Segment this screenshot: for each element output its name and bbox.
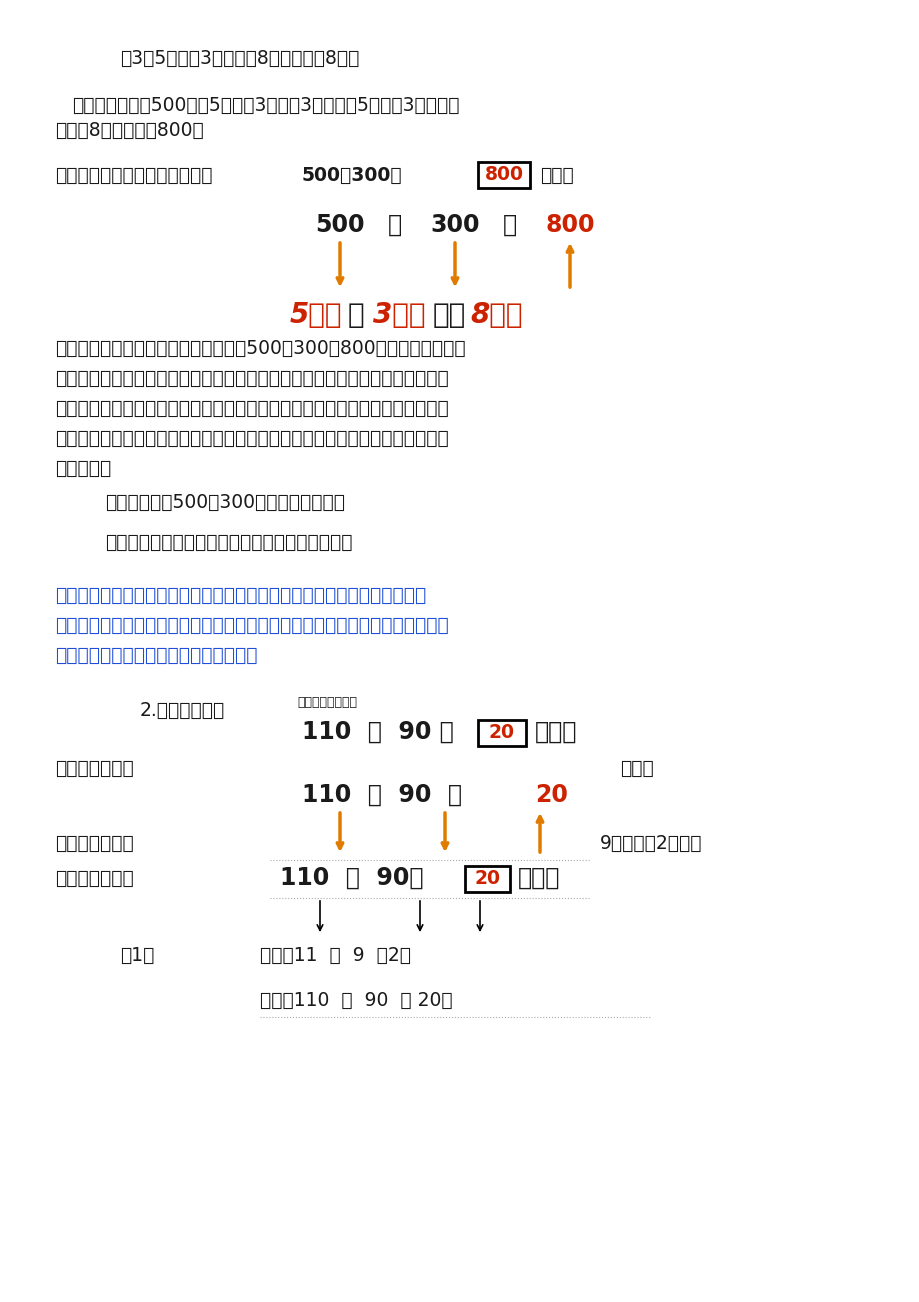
- Text: 结出来呢？: 结出来呢？: [55, 458, 111, 478]
- Text: 500: 500: [315, 214, 364, 237]
- Text: 【设计意图】学生通过观察情境图，感受数学与生活的联系，感受数在生活: 【设计意图】学生通过观察情境图，感受数学与生活的联系，感受数在生活: [55, 586, 425, 604]
- Text: 口算方法，培养了学生的迁移类推能力。: 口算方法，培养了学生的迁移类推能力。: [55, 646, 257, 664]
- Text: 强调算法：因为500就是5个百，3百就是3个百，而5个百和3个百合起: 强调算法：因为500就是5个百，3百就是3个百，而5个百和3个百合起: [72, 95, 459, 115]
- Bar: [478, 720, 526, 746]
- Text: 3个百: 3个百: [372, 301, 425, 329]
- Text: 20: 20: [489, 724, 515, 742]
- Bar: [464, 866, 509, 892]
- Text: （3）5个百加3个百等于8个百也就是8百。: （3）5个百加3个百等于8个百也就是8百。: [119, 48, 359, 68]
- Text: 因为：11  －  9  ＝2，: 因为：11 － 9 ＝2，: [260, 945, 411, 965]
- Text: ＋: ＋: [388, 214, 402, 237]
- Text: 8个百: 8个百: [470, 301, 522, 329]
- Text: 来等于8个百也就是800。: 来等于8个百也就是800。: [55, 121, 203, 139]
- Text: 教师总结：我们用不同的方法计算出了500＋300＝800，其中后两种方法: 教师总结：我们用不同的方法计算出了500＋300＝800，其中后两种方法: [55, 339, 465, 358]
- Text: 2.小力比小宇多: 2.小力比小宇多: [140, 700, 225, 720]
- Text: （个）: （个）: [535, 720, 577, 743]
- Text: （米）: （米）: [539, 165, 573, 185]
- Text: 110  －  90＝: 110 － 90＝: [279, 866, 423, 891]
- Text: 500＋300＝: 500＋300＝: [301, 165, 403, 185]
- Bar: [478, 161, 529, 187]
- Text: 20: 20: [535, 783, 567, 807]
- Text: 教师课件演示值: 教师课件演示值: [55, 868, 133, 888]
- Text: 800: 800: [545, 214, 594, 237]
- Text: 先独立思考，在: 先独立思考，在: [55, 759, 133, 777]
- Text: 800: 800: [484, 165, 523, 185]
- Text: ＝: ＝: [503, 214, 516, 237]
- Text: （个）: （个）: [517, 866, 560, 891]
- Text: 5个百: 5个百: [289, 301, 342, 329]
- Text: 所以：110  －  90  ＝ 20。: 所以：110 － 90 ＝ 20。: [260, 991, 452, 1009]
- Text: 重点引导学生交: 重点引导学生交: [55, 833, 133, 853]
- Text: （1）: （1）: [119, 945, 154, 965]
- Text: 110  －  90  ＝: 110 － 90 ＝: [301, 783, 461, 807]
- Text: 的口算方法，那几百减几百的口算方法你能不能根据我们刚才学习的过程独立总: 的口算方法，那几百减几百的口算方法你能不能根据我们刚才学习的过程独立总: [55, 428, 448, 448]
- Text: 300: 300: [430, 214, 479, 237]
- Text: 学生汇报完成后教师课件展示：: 学生汇报完成后教师课件展示：: [55, 165, 212, 185]
- Text: 是整百数加整百数的口算方法，也是我们这节课要重点掌握的内容，在我们口算: 是整百数加整百数的口算方法，也是我们这节课要重点掌握的内容，在我们口算: [55, 368, 448, 388]
- Text: 20: 20: [474, 870, 500, 888]
- Text: 9个十等于2个十。: 9个十等于2个十。: [599, 833, 702, 853]
- Text: 试一试：口算500－300＝？（课件出示）: 试一试：口算500－300＝？（课件出示）: [105, 492, 345, 512]
- Text: 交流。: 交流。: [619, 759, 653, 777]
- Text: 110  －  90 ＝: 110 － 90 ＝: [301, 720, 453, 743]
- Text: 加: 加: [347, 301, 364, 329]
- Text: 等于: 等于: [433, 301, 466, 329]
- Text: 独立思考，汇报展示，汇报时重点说出口算方法。: 独立思考，汇报展示，汇报时重点说出口算方法。: [105, 533, 352, 552]
- Text: 时，这两种方法你喜欢哪种方法就用哪种方法。现在我们学会了口算几百加几百: 时，这两种方法你喜欢哪种方法就用哪种方法。现在我们学会了口算几百加几百: [55, 398, 448, 418]
- Text: 的普遍存在，通过试一试，把口算几百加几百的口算方法，迁移到几百减几百的: 的普遍存在，通过试一试，把口算几百加几百的口算方法，迁移到几百减几百的: [55, 616, 448, 634]
- Text: 整多少小组么队？: 整多少小组么队？: [297, 697, 357, 710]
